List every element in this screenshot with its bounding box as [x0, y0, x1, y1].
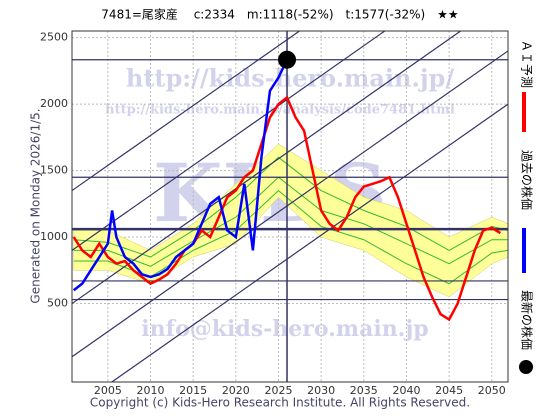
watermark: http://kids-hero.main.jp/ [126, 64, 454, 93]
forecast-line [73, 176, 508, 267]
series-line [72, 59, 289, 292]
legend-swatch [519, 360, 533, 374]
x-tick-label: 2015 [179, 384, 207, 397]
trend-line [72, 31, 301, 192]
y-tick-label: 2000 [40, 97, 68, 110]
side-note: Generated on Monday 2026/1/5. [29, 108, 43, 303]
plot-area: http://kids-hero.main.jp/http://kids-her… [72, 31, 508, 382]
x-tick-label: 2030 [307, 384, 335, 397]
x-tick-label: 2005 [94, 384, 122, 397]
forecast-band [73, 143, 508, 298]
series-line [72, 95, 501, 322]
watermark: info@kids-hero.main.jp [141, 316, 428, 342]
y-tick-label: 1500 [40, 164, 68, 177]
x-tick-label: 2010 [136, 384, 164, 397]
y-tick-label: 500 [47, 297, 68, 310]
legend-swatch [522, 92, 526, 132]
legend-label: ＡＩ予測 [520, 40, 534, 88]
forecast-line [73, 156, 508, 258]
plot-frame [71, 30, 509, 383]
trend-line [110, 103, 508, 382]
x-tick-label: 2035 [350, 384, 378, 397]
trend-line [72, 31, 462, 305]
x-tick-label: 2025 [264, 384, 292, 397]
legend-swatch [522, 228, 526, 273]
y-tick-label: 2500 [40, 31, 68, 44]
chart-title: 7481=尾家産 c:2334 m:1118(-52%) t:1577(-32%… [101, 7, 458, 22]
trend-line [72, 50, 508, 358]
y-tick-label: 1000 [40, 230, 68, 243]
x-tick-label: 2040 [392, 384, 420, 397]
x-tick-label: 2020 [222, 384, 250, 397]
latest-point [278, 50, 297, 69]
x-tick-label: 2045 [435, 384, 463, 397]
legend-label: 過去の株価 [520, 150, 535, 210]
legend-label: 最新の株価 [520, 290, 535, 350]
trend-line [72, 31, 386, 251]
x-tick-label: 2050 [478, 384, 506, 397]
footer: Copyright (c) Kids-Hero Research Institu… [90, 396, 470, 410]
